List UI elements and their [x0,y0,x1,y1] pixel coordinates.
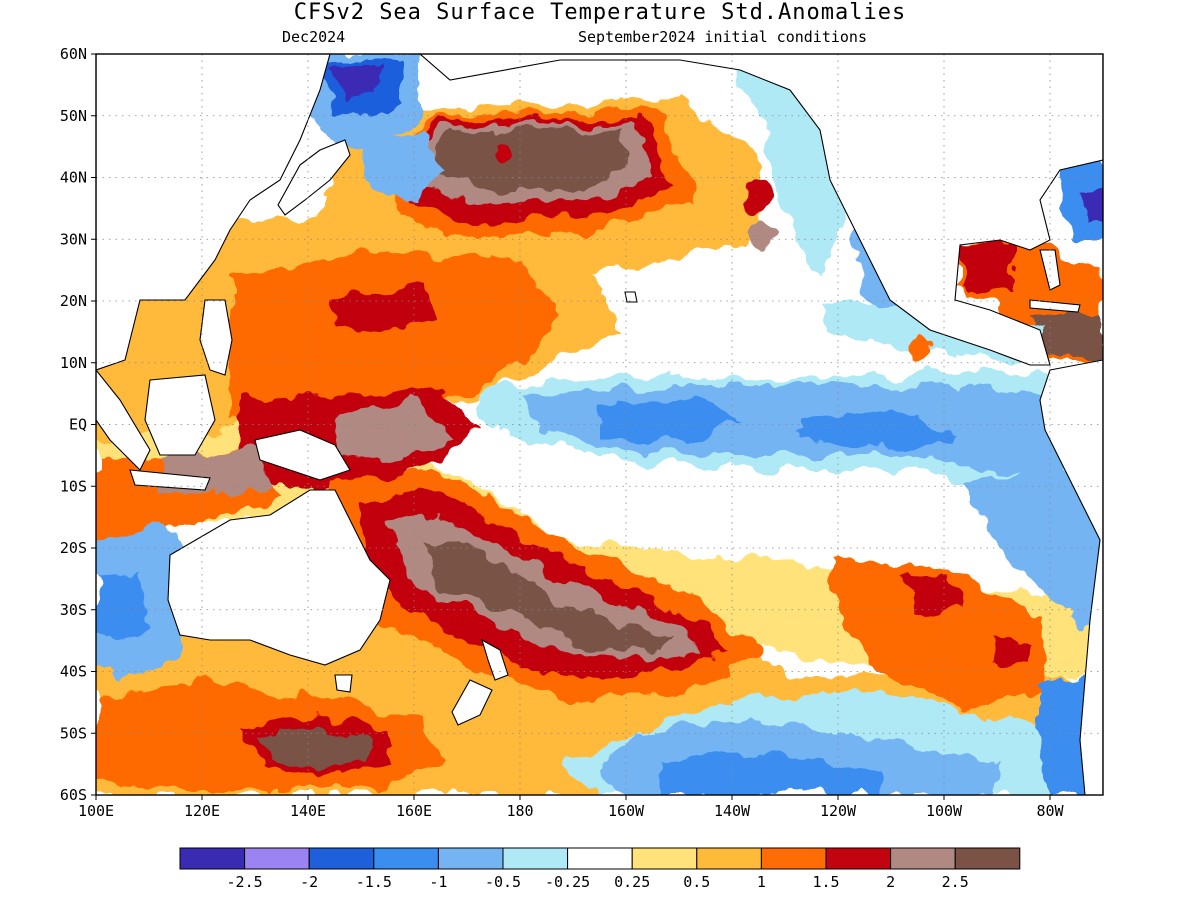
legend-swatch [825,847,892,870]
tasmania-island [334,674,353,693]
legend-swatch [631,847,698,870]
australia-landmass [167,489,391,666]
legend-label: 1.5 [812,873,839,891]
land-masses [96,54,1103,795]
lat-tick-label: 60N [60,45,87,63]
new-zealand-south-island [451,679,493,726]
figure-title: CFSv2 Sea Surface Temperature Std.Anomal… [293,0,907,25]
philippines-island [199,299,233,376]
lat-tick-label: 50S [60,724,87,742]
legend-swatch [502,847,569,870]
sumatra-island [96,369,151,471]
lat-tick-label: 10S [60,477,87,495]
legend-swatch [696,847,762,870]
lat-tick-label: 40N [60,169,87,187]
legend-label: 0.5 [683,873,710,891]
lat-tick-label: 30S [60,601,87,619]
latitude-axis: 60N 50N 40N 30N 20N 10N EQ 10S 20S 30S 40S 50S 60S [60,45,96,804]
lon-tick-label: 100E [78,802,114,820]
lat-tick-label: 30N [60,230,87,248]
legend-label: -2.5 [227,873,263,891]
hawaii-island [624,291,638,303]
lon-tick-label: 140W [714,802,751,820]
borneo-island [144,374,216,456]
legend-swatch [179,847,246,870]
lat-tick-label: 10N [60,354,87,372]
legend-swatch [437,847,504,870]
lon-tick-label: 180 [506,802,533,820]
asia-landmass [96,54,331,371]
legend-swatch [373,847,439,870]
lat-tick-label: 40S [60,663,87,681]
lon-tick-label: 120E [184,802,220,820]
legend-swatch [890,847,956,870]
new-zealand-north-island [481,638,509,681]
japan-island [277,139,351,216]
legend-color-boxes [179,847,1021,870]
lon-tick-label: 100W [926,802,963,820]
south-america-landmass [1039,359,1103,795]
lat-tick-label: 60S [60,786,87,804]
legend-swatch [244,847,310,870]
legend-label: 2 [886,873,895,891]
initial-conditions-label: September2024 initial conditions [578,28,867,46]
lat-tick-label: 50N [60,107,87,125]
legend-swatch [567,847,633,870]
legend-label: -0.5 [485,873,521,891]
lat-tick-label: 20N [60,292,87,310]
legend-labels: -2.5 -2 -1.5 -1 -0.5 -0.25 0.25 0.5 1 1.5 2 2.5 [227,873,969,891]
forecast-month: Dec2024 [282,28,346,46]
legend-label: 1 [757,873,766,891]
lon-tick-label: 160E [396,802,432,820]
longitude-axis: 100E 120E 140E 160E 180 160W 140W 120W 100W 80W [78,795,1065,820]
lat-tick-label: EQ [69,416,87,434]
legend-swatch [308,847,375,870]
north-america-landmass [419,54,1103,366]
new-guinea-island [254,429,351,481]
legend-label: -1 [429,873,447,891]
lat-tick-label: 20S [60,539,87,557]
legend-swatch [760,847,827,870]
legend-label: 0.25 [614,873,650,891]
lon-tick-label: 140E [290,802,326,820]
lon-tick-label: 120W [820,802,857,820]
java-island [129,469,211,491]
legend-label: 2.5 [942,873,969,891]
lon-tick-label: 160W [608,802,645,820]
lat-lon-grid [96,54,1103,795]
legend-swatch [954,847,1021,870]
legend-label: -2 [300,873,318,891]
legend-label: -1.5 [356,873,392,891]
lon-tick-label: 80W [1036,802,1064,820]
legend-label: -0.25 [545,873,590,891]
cuba-island [1029,299,1081,313]
